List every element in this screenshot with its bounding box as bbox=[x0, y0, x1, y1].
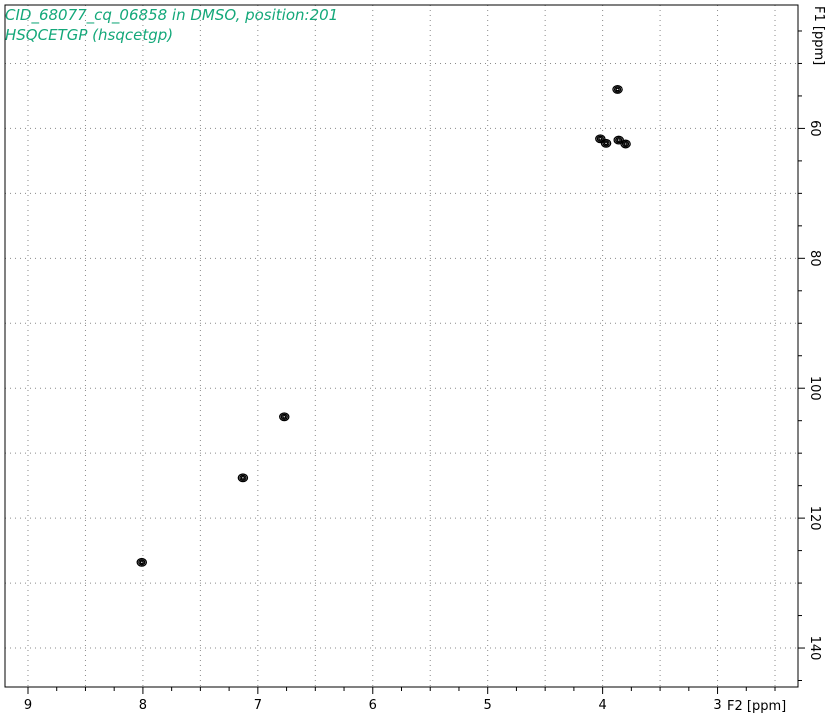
contour-ring bbox=[239, 474, 247, 482]
x-axis-ticks: 9 8 7 6 5 4 3 bbox=[24, 687, 776, 713]
contour-ring bbox=[136, 557, 148, 567]
contour-ring bbox=[616, 138, 621, 142]
contour-ring bbox=[240, 476, 246, 480]
contour-ring bbox=[613, 86, 622, 93]
experiment-subtitle: HSQCETGP (hsqcetgp) bbox=[5, 26, 173, 44]
y-tick-label: 120 bbox=[807, 506, 822, 531]
cross-peak bbox=[612, 84, 623, 94]
contour-ring bbox=[621, 140, 630, 148]
cross-peak bbox=[620, 139, 631, 149]
x-tick-label: 9 bbox=[24, 698, 32, 713]
contour-ring bbox=[602, 140, 610, 147]
x-tick-label: 7 bbox=[254, 698, 262, 713]
cross-peak bbox=[613, 135, 624, 145]
contour-ring bbox=[139, 560, 144, 565]
contour-ring bbox=[595, 134, 606, 144]
contour-ring bbox=[598, 136, 603, 141]
y-axis-label: F1 [ppm] bbox=[811, 6, 826, 65]
y-tick-label: 140 bbox=[807, 636, 822, 661]
x-tick-label: 5 bbox=[484, 698, 492, 713]
contour-ring bbox=[623, 142, 628, 146]
cross-peak bbox=[600, 138, 612, 148]
contour-ring bbox=[237, 473, 249, 483]
contour-ring bbox=[600, 138, 612, 148]
cross-peak bbox=[237, 473, 249, 483]
contour-ring bbox=[615, 136, 623, 144]
contour-ring bbox=[596, 135, 604, 142]
x-axis-label: F2 [ppm] bbox=[727, 699, 786, 714]
cross-peaks bbox=[136, 84, 631, 567]
x-tick-label: 8 bbox=[139, 698, 147, 713]
spectrum-title: CID_68077_cq_06858 in DMSO, position:201 bbox=[5, 6, 338, 25]
contour-ring bbox=[603, 141, 609, 146]
y-tick-label: 80 bbox=[807, 250, 822, 267]
contour-ring bbox=[612, 84, 623, 94]
x-tick-label: 6 bbox=[369, 698, 377, 713]
plot-frame bbox=[4, 4, 799, 688]
cross-peak bbox=[595, 134, 606, 144]
x-tick-label: 3 bbox=[713, 698, 721, 713]
y-axis-ticks: 60 80 100 120 140 bbox=[798, 30, 822, 682]
contour-ring bbox=[279, 412, 290, 422]
cross-peak bbox=[136, 557, 148, 567]
contour-ring bbox=[280, 413, 288, 420]
contour-ring bbox=[620, 139, 631, 149]
cross-peak bbox=[279, 412, 290, 422]
contour-ring bbox=[615, 87, 620, 92]
grid-lines bbox=[5, 5, 798, 687]
y-tick-label: 100 bbox=[807, 376, 822, 401]
contour-ring bbox=[138, 559, 146, 566]
x-tick-label: 4 bbox=[598, 698, 606, 713]
y-tick-label: 60 bbox=[807, 120, 822, 137]
contour-ring bbox=[282, 414, 287, 419]
